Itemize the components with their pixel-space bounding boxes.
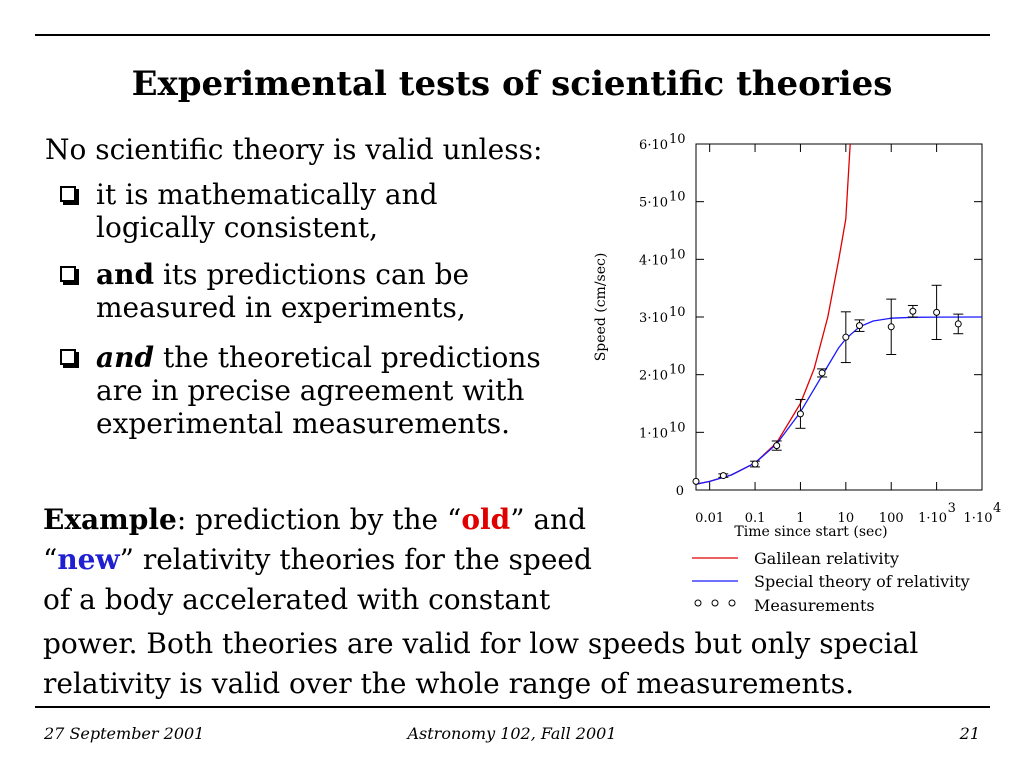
measurement-point (887, 323, 895, 331)
legend-label-special: Special theory of relativity (754, 572, 970, 591)
checkbox-bullet-icon (60, 349, 76, 365)
measurement-point (954, 320, 962, 328)
x-tick-exponent: 3 (948, 501, 956, 516)
x-tick-label: 1·10 (964, 511, 993, 526)
y-tick-exponent: 10 (669, 247, 686, 262)
measurement-point (855, 322, 863, 330)
x-tick-exponent: 4 (993, 501, 1001, 516)
measurement-point (933, 308, 941, 316)
measurement-point (719, 472, 727, 480)
x-axis-title: Time since start (sec) (734, 524, 887, 540)
example-line-1: Example: prediction by the “old” and (43, 503, 587, 536)
bullet-text: it is mathematically and logically consi… (96, 178, 438, 244)
speed-vs-time-chart: 01·10 102·10 103·10 104·10 105·10 106·10 100.0… (593, 132, 1001, 615)
bullet-measurable: and its predictions can be measured in e… (60, 258, 580, 324)
footer-page-number: 21 (959, 724, 980, 743)
bullet-text: and the theoretical predictions are in p… (96, 341, 541, 440)
new-word: new (57, 543, 120, 576)
y-tick-exponent: 10 (669, 420, 686, 435)
y-tick-exponent: 10 (669, 363, 686, 378)
measurement-point (773, 442, 781, 450)
old-word: old (461, 503, 511, 536)
x-tick-label: 10 (838, 511, 855, 526)
legend-marker-measurement (711, 599, 719, 607)
y-tick-label: 1·10 (639, 426, 668, 441)
measurement-point (909, 307, 917, 315)
example-line-3: of a body accelerated with constant (43, 583, 551, 616)
slide-title: Experimental tests of scientific theorie… (131, 64, 893, 104)
footer-course: Astronomy 102, Fall 2001 (407, 724, 617, 743)
y-tick-label: 4·10 (639, 253, 668, 268)
series-line-special (696, 316, 982, 485)
y-tick-exponent: 10 (669, 305, 686, 320)
measurement-point (842, 333, 850, 341)
example-line-5: relativity is valid over the whole range… (43, 667, 855, 700)
x-tick-label: 1 (796, 511, 804, 526)
y-tick-label: 5·10 (639, 196, 668, 211)
legend-label-measurements: Measurements (754, 596, 875, 615)
chart-legend: Galilean relativity Special theory of re… (692, 549, 970, 615)
checkbox-bullet-icon (60, 186, 76, 202)
x-tick-label: 100 (879, 511, 904, 526)
x-tick-label: 0.1 (745, 511, 766, 526)
checkbox-bullet-icon (60, 266, 76, 282)
y-tick-label: 6·10 (639, 138, 668, 153)
bullet-agreement: and the theoretical predictions are in p… (60, 341, 580, 440)
bottom-rule (35, 706, 990, 708)
x-tick-label: 1·10 (918, 511, 947, 526)
measurement-point (818, 369, 826, 377)
measurement-point (796, 410, 804, 418)
measurement-point (692, 477, 700, 485)
y-axis-title: Speed (cm/sec) (593, 253, 609, 362)
legend-marker-measurement (728, 599, 736, 607)
footer-date: 27 September 2001 (44, 724, 205, 743)
y-tick-exponent: 10 (669, 132, 686, 147)
lead-text: No scientific theory is valid unless: (45, 133, 543, 166)
y-tick-label: 0 (676, 484, 684, 499)
y-tick-exponent: 10 (669, 190, 686, 205)
example-line-4: power. Both theories are valid for low s… (43, 627, 919, 660)
series-line-galilean (696, 144, 851, 485)
bullet-consistency: it is mathematically and logically consi… (60, 178, 580, 244)
x-tick-label: 0.01 (695, 511, 724, 526)
bullet-text: and its predictions can be measured in e… (96, 258, 470, 324)
example-line-2: “new” relativity theories for the speed (43, 543, 592, 576)
top-rule (35, 34, 990, 36)
legend-marker-measurement (694, 599, 702, 607)
legend-label-galilean: Galilean relativity (754, 549, 899, 568)
y-tick-label: 3·10 (639, 311, 668, 326)
measurement-point (751, 460, 759, 468)
y-tick-label: 2·10 (639, 369, 668, 384)
